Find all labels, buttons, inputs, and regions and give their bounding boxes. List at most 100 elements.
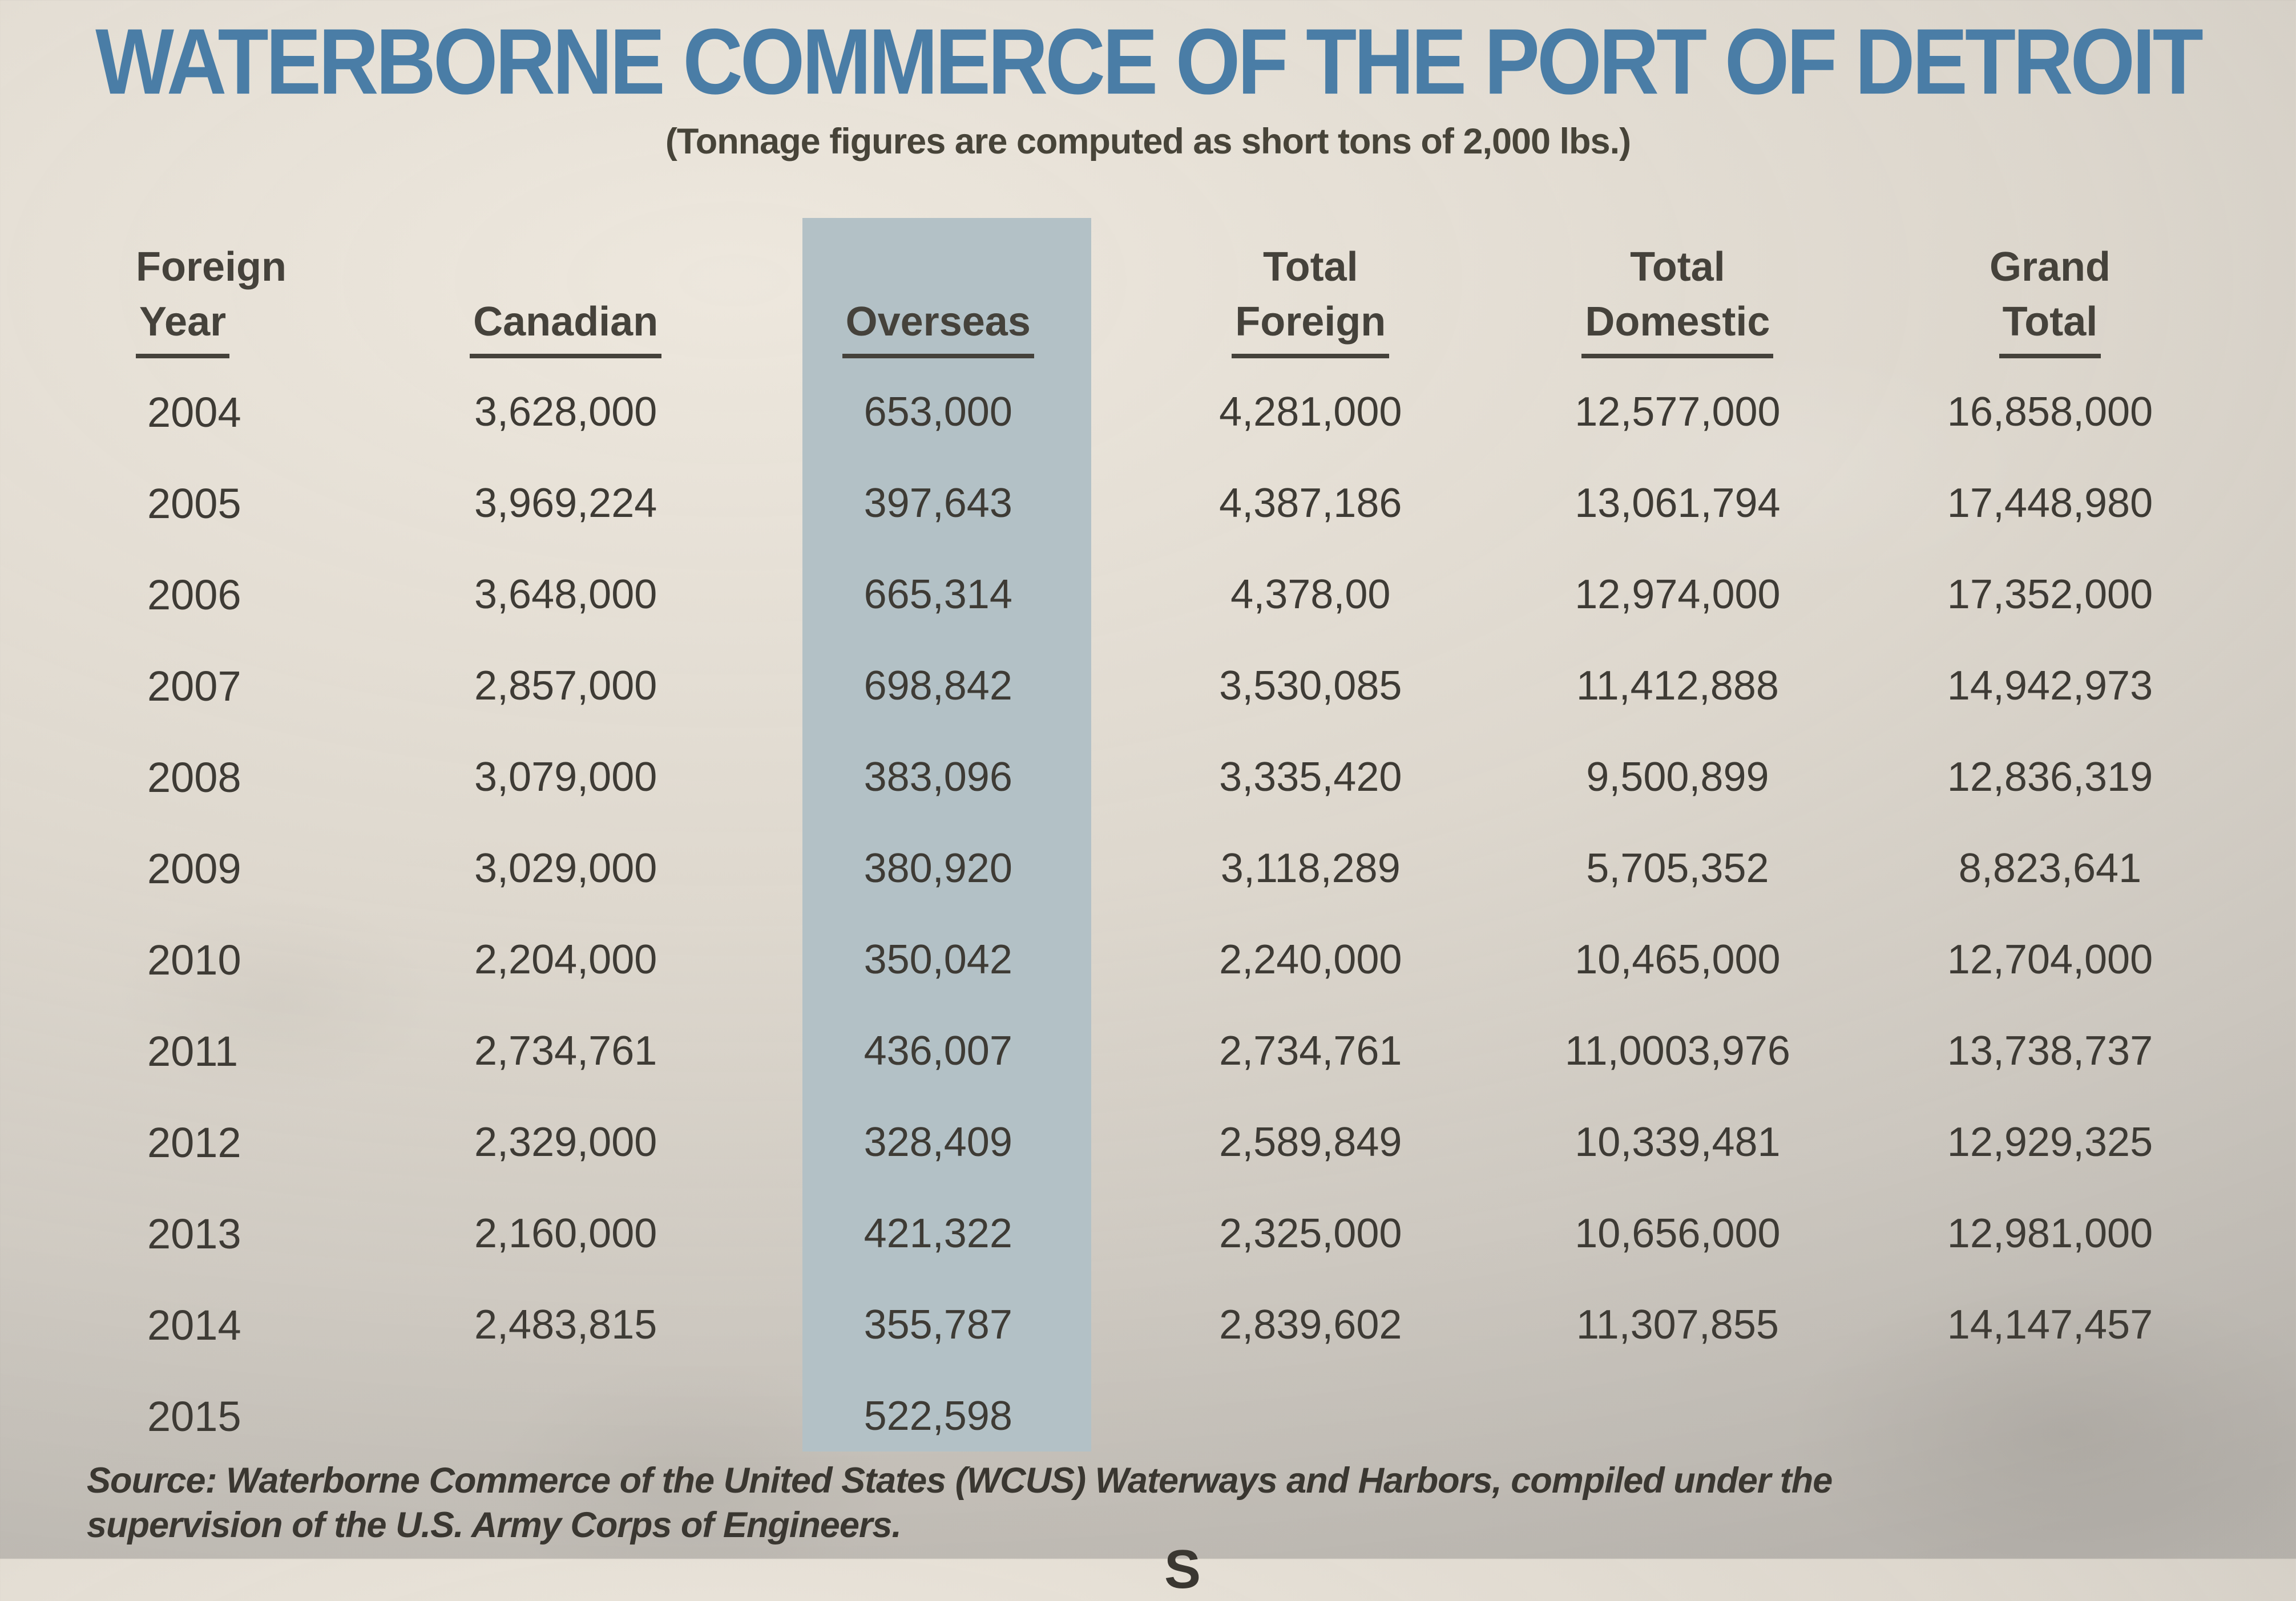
cell-total-domestic: 10,656,000 [1575, 1211, 1781, 1256]
cell-canadian: 3,029,000 [474, 846, 657, 891]
cell-overseas: 522,598 [863, 1393, 1012, 1439]
cell-grand-total: 14,147,457 [1947, 1302, 2153, 1348]
column-header-total-foreign: Total Foreign [1127, 240, 1494, 358]
cell-grand-total: 12,929,325 [1947, 1119, 2153, 1165]
cell-total-foreign: 4,281,000 [1219, 389, 1402, 435]
cell-grand-total: 8,823,641 [1958, 846, 2142, 891]
cell-year: 2009 [147, 844, 241, 892]
cell-canadian: 2,204,000 [474, 937, 657, 983]
header-grand-line: Grand [1989, 244, 2111, 290]
cell-total-domestic: 10,339,481 [1575, 1119, 1781, 1165]
column-header-grand-total: Grand Total [1861, 240, 2239, 358]
table-row: 2014 2,483,815 355,787 2,839,602 11,307,… [80, 1279, 2239, 1370]
cell-canadian: 3,648,000 [474, 572, 657, 617]
cell-year: 2015 [147, 1392, 241, 1440]
header-foreign-line: Foreign [136, 244, 287, 290]
cell-overseas: 328,409 [863, 1119, 1012, 1165]
cell-year: 2008 [147, 753, 241, 801]
cell-total-foreign: 4,378,00 [1230, 572, 1391, 617]
cell-grand-total: 12,981,000 [1947, 1211, 2153, 1256]
cell-canadian: 2,483,815 [474, 1302, 657, 1348]
table-row: 2005 3,969,224 397,643 4,387,186 13,061,… [80, 458, 2239, 549]
column-header-canadian: Canadian [382, 240, 749, 358]
column-header-overseas: Overseas [749, 240, 1127, 358]
header-canadian-label: Canadian [470, 294, 662, 358]
table-row: 2013 2,160,000 421,322 2,325,000 10,656,… [80, 1188, 2239, 1279]
cell-canadian: 2,160,000 [474, 1211, 657, 1256]
cell-year: 2004 [147, 388, 241, 436]
table-row: 2015 522,598 [80, 1370, 2239, 1462]
table-row: 2012 2,329,000 328,409 2,589,849 10,339,… [80, 1097, 2239, 1188]
table-row: 2007 2,857,000 698,842 3,530,085 11,412,… [80, 640, 2239, 731]
header-domestic-label: Domestic [1581, 294, 1774, 358]
cell-year: 2010 [147, 936, 241, 984]
cell-total-domestic: 5,705,352 [1586, 846, 1769, 891]
column-header-foreign-year: Foreign Year [80, 240, 382, 358]
cell-canadian: 2,329,000 [474, 1119, 657, 1165]
table-row: 2009 3,029,000 380,920 3,118,289 5,705,3… [80, 823, 2239, 914]
cell-overseas: 665,314 [863, 572, 1012, 617]
cell-overseas: 653,000 [863, 389, 1012, 435]
table-row: 2010 2,204,000 350,042 2,240,000 10,465,… [80, 914, 2239, 1005]
cell-overseas: 421,322 [863, 1211, 1012, 1256]
cell-canadian: 3,628,000 [474, 389, 657, 435]
cell-overseas: 350,042 [863, 937, 1012, 983]
cell-total-foreign: 2,734,761 [1219, 1028, 1402, 1074]
source-citation: Source: Waterborne Commerce of the Unite… [87, 1458, 2084, 1547]
cell-year: 2013 [147, 1210, 241, 1258]
cell-grand-total: 16,858,000 [1947, 389, 2153, 435]
table-header-row: Foreign Year Canadian Overseas Total For… [80, 221, 2239, 366]
cell-grand-total: 12,704,000 [1947, 937, 2153, 983]
page-title: WATERBORNE COMMERCE OF THE PORT OF DETRO… [95, 9, 2204, 114]
cell-canadian: 3,079,000 [474, 754, 657, 800]
table-row: 2011 2,734,761 436,007 2,734,761 11,0003… [80, 1005, 2239, 1097]
cell-total-domestic: 12,577,000 [1575, 389, 1781, 435]
cell-total-domestic: 13,061,794 [1575, 480, 1781, 526]
cell-year: 2005 [147, 479, 241, 527]
overseas-column-highlight [802, 218, 1091, 1452]
table-row: 2004 3,628,000 653,000 4,281,000 12,577,… [80, 366, 2239, 458]
partial-letter: S [1164, 1539, 1201, 1600]
cell-canadian: 3,969,224 [474, 480, 657, 526]
cell-year: 2011 [147, 1027, 239, 1075]
cell-grand-total: 17,352,000 [1947, 572, 2153, 617]
cell-total-foreign: 3,118,289 [1220, 846, 1401, 891]
cell-canadian: 2,734,761 [474, 1028, 657, 1074]
cell-total-foreign: 4,387,186 [1219, 480, 1402, 526]
cell-total-domestic: 11,412,888 [1576, 663, 1779, 709]
cell-grand-total: 17,448,980 [1947, 480, 2153, 526]
table-row: 2008 3,079,000 383,096 3,335,420 9,500,8… [80, 731, 2239, 823]
cell-overseas: 698,842 [863, 663, 1012, 709]
cell-year: 2006 [147, 571, 241, 618]
commerce-table: Foreign Year Canadian Overseas Total For… [80, 221, 2239, 1462]
header-year-line: Year [136, 294, 230, 358]
cell-year: 2014 [147, 1301, 241, 1349]
cell-total-domestic: 12,974,000 [1575, 572, 1781, 617]
cell-grand-total: 14,942,973 [1947, 663, 2153, 709]
cell-grand-total: 12,836,319 [1947, 754, 2153, 800]
source-line-2: supervision of the U.S. Army Corps of En… [87, 1505, 902, 1545]
cell-overseas: 383,096 [863, 754, 1012, 800]
cell-overseas: 436,007 [863, 1028, 1012, 1074]
cell-total-foreign: 2,325,000 [1219, 1211, 1402, 1256]
header-overseas-label: Overseas [842, 294, 1034, 358]
cell-canadian: 2,857,000 [474, 663, 657, 709]
page-subtitle: (Tonnage figures are computed as short t… [665, 122, 1631, 161]
cell-total-foreign: 2,589,849 [1219, 1119, 1402, 1165]
header-total-label: Total [1999, 294, 2101, 358]
cell-total-domestic: 11,0003,976 [1564, 1028, 1790, 1074]
table-row: 2006 3,648,000 665,314 4,378,00 12,974,0… [80, 549, 2239, 640]
cell-total-foreign: 2,240,000 [1219, 937, 1402, 983]
cell-year: 2007 [147, 662, 241, 710]
cell-grand-total: 13,738,737 [1947, 1028, 2153, 1074]
cell-total-domestic: 9,500,899 [1586, 754, 1769, 800]
cell-total-foreign: 2,839,602 [1219, 1302, 1402, 1348]
cell-total-foreign: 3,530,085 [1219, 663, 1402, 709]
header-foreign-label: Foreign [1232, 294, 1390, 358]
cell-overseas: 397,643 [863, 480, 1012, 526]
column-header-total-domestic: Total Domestic [1494, 240, 1861, 358]
cell-overseas: 380,920 [863, 846, 1012, 891]
table-body: 2004 3,628,000 653,000 4,281,000 12,577,… [80, 366, 2239, 1462]
cell-total-domestic: 11,307,855 [1576, 1302, 1779, 1348]
